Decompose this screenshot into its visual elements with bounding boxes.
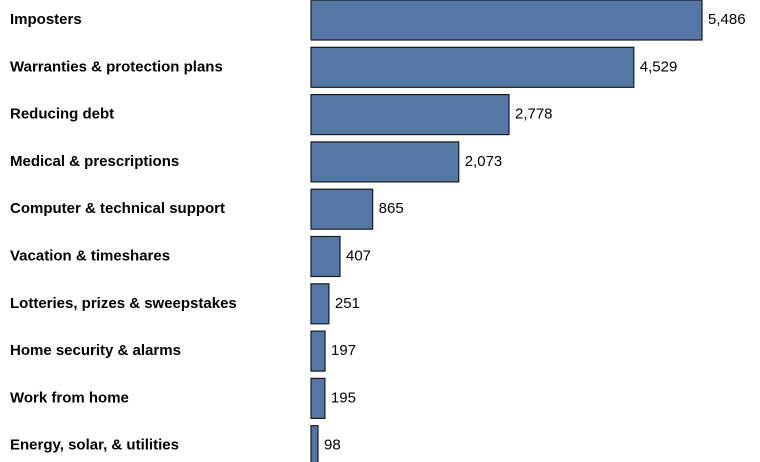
value-label: 98: [324, 437, 341, 454]
category-label: Vacation & timeshares: [10, 247, 170, 264]
bar: [310, 330, 326, 372]
bar: [310, 235, 341, 278]
category-label: Imposters: [10, 11, 82, 28]
category-label: Computer & technical support: [10, 200, 225, 217]
category-label: Home security & alarms: [10, 342, 181, 359]
bar: [310, 188, 374, 230]
category-label: Work from home: [10, 389, 129, 406]
value-label: 5,486: [708, 11, 746, 28]
bar: [310, 93, 510, 136]
bar: [310, 46, 635, 88]
value-label: 2,073: [465, 153, 503, 170]
category-label: Lotteries, prizes & sweepstakes: [10, 295, 237, 312]
category-label: Energy, solar, & utilities: [10, 437, 179, 454]
value-label: 195: [331, 389, 356, 406]
value-label: 197: [331, 342, 356, 359]
bar: [310, 283, 330, 325]
category-label: Medical & prescriptions: [10, 153, 179, 170]
bar: [310, 425, 319, 462]
value-label: 251: [335, 295, 360, 312]
value-label: 865: [379, 200, 404, 217]
bar: [310, 377, 326, 419]
value-label: 4,529: [640, 58, 678, 75]
bar: [310, 141, 460, 183]
bar: [310, 0, 703, 41]
category-label: Reducing debt: [10, 106, 114, 123]
value-label: 2,778: [515, 106, 553, 123]
value-label: 407: [346, 247, 371, 264]
category-label: Warranties & protection plans: [10, 58, 223, 75]
